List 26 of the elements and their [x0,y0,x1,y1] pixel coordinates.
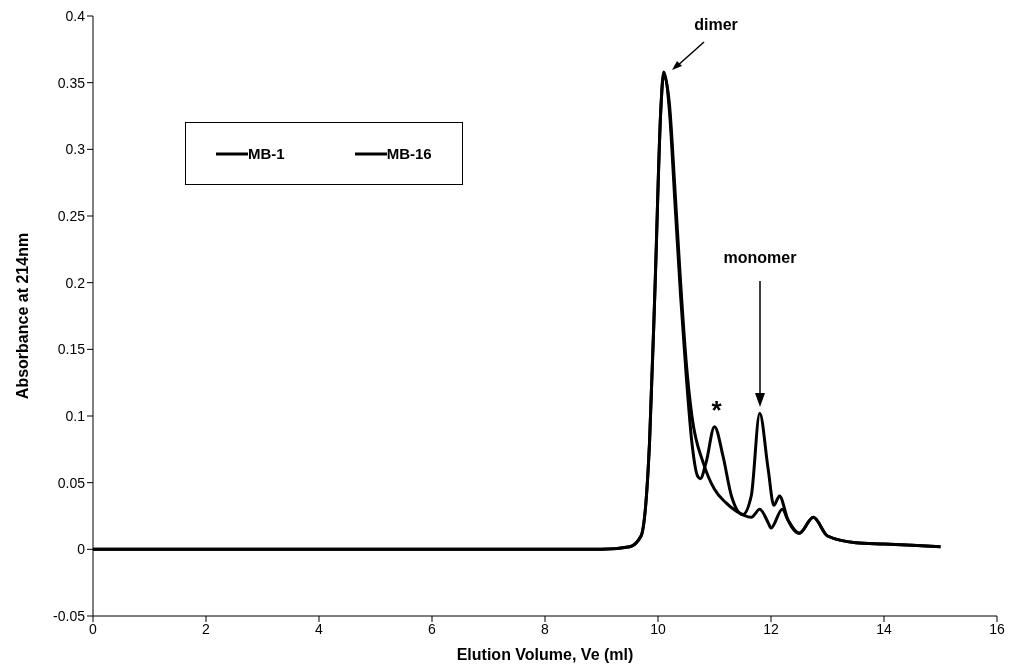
annotation: * [711,394,723,425]
x-tick-label: 10 [650,620,666,637]
x-tick-label: 14 [876,620,892,637]
y-tick-label: 0.1 [65,407,86,424]
x-tick-label: 0 [89,620,98,637]
y-tick-label: 0.2 [65,274,86,291]
legend-label: MB-1 [248,145,285,162]
legend-label: MB-16 [386,145,432,162]
y-tick-label: 0.35 [57,74,86,91]
y-tick-label: -0.05 [53,607,86,624]
x-tick-label: 12 [763,620,779,637]
y-tick-label: 0.4 [65,7,86,24]
x-tick-label: 8 [541,620,550,637]
y-tick-label: 0.15 [57,341,86,358]
y-tick-label: 0.3 [65,141,86,158]
y-axis-title: Absorbance at 214nm [13,232,31,400]
annotation: monomer [723,249,797,266]
y-tick-label: 0 [77,541,86,558]
x-axis-title: Elution Volume, Ve (ml) [456,646,634,663]
x-tick-label: 2 [202,620,211,637]
x-tick-label: 4 [315,620,324,637]
x-tick-label: 6 [428,620,437,637]
x-tick-label: 16 [989,620,1005,637]
annotation: dimer [694,16,738,33]
y-tick-label: 0.05 [57,474,86,491]
y-tick-label: 0.25 [57,207,86,224]
